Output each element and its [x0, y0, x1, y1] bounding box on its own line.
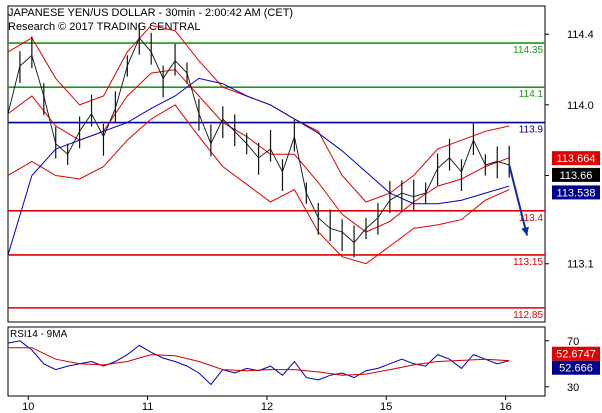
y-tick-label: 114.0: [567, 100, 594, 112]
level-label-114.35: 114.35: [513, 45, 543, 56]
level-label-112.85: 112.85: [513, 310, 543, 321]
rsi-tick-label: 70: [567, 336, 579, 348]
level-label-113.9: 113.9: [519, 125, 544, 136]
level-label-113.15: 113.15: [513, 257, 543, 268]
rsi-series-MA9: [8, 347, 510, 376]
price-tag-label: 113.664: [557, 153, 596, 165]
price-tag-bg: [552, 167, 600, 182]
rsi-tick-label: 30: [567, 382, 579, 394]
price-tag-label: 113.538: [557, 187, 596, 199]
rsi-tag-bg: [552, 360, 600, 375]
forecast-arrowhead: [521, 226, 529, 236]
series-lower-band: [8, 104, 510, 265]
level-label-114.1: 114.1: [519, 89, 544, 100]
y-tick-label: 113.1: [567, 259, 594, 271]
x-tick-label: 12: [261, 401, 273, 413]
rsi-panel-label: RSI14 - 9MA: [10, 329, 68, 340]
price-tag-label: 113.66: [560, 170, 593, 182]
series-price: [8, 36, 510, 244]
rsi-series-RSI14: [8, 340, 510, 386]
price-tag-bg: [552, 151, 600, 166]
x-tick-label: 16: [499, 401, 511, 413]
y-tick-label: 114.4: [567, 29, 594, 41]
rsi-tag-label: 52.6747: [556, 349, 596, 361]
price-tag-bg: [552, 185, 600, 200]
x-tick-label: 11: [142, 401, 153, 413]
rsi-tag-label: 52.666: [559, 363, 593, 375]
x-tick-label: 10: [22, 401, 34, 413]
chart-title: JAPANESE YEN/US DOLLAR - 30min - 2:00:42…: [8, 7, 294, 19]
rsi-tag-bg: [552, 346, 600, 361]
price-panel-frame: [7, 5, 546, 323]
rsi-panel-frame: [7, 326, 546, 397]
copyright-text: Research © 2017 TRADING CENTRAL: [8, 21, 201, 33]
level-label-113.4: 113.4: [519, 213, 544, 224]
forecast-arrow: [508, 164, 529, 236]
x-tick-label: 15: [380, 401, 392, 413]
